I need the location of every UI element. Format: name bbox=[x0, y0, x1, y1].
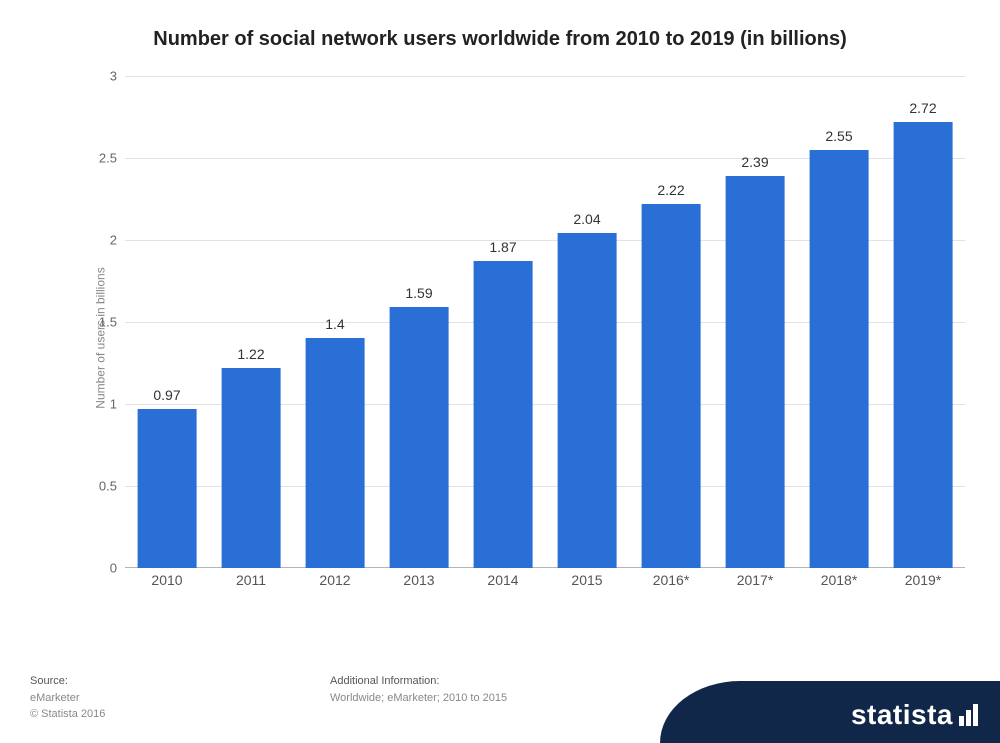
bar: 2.39 bbox=[726, 176, 785, 568]
bar-slot: 2.39 bbox=[713, 76, 797, 568]
logo-text: statista bbox=[851, 699, 978, 731]
plot-area: 0.97 1.22 1.4 1.59 1.87 2.04 2.22 2.39 2.55 2.72 bbox=[125, 76, 965, 568]
x-tick-label: 2018* bbox=[821, 572, 858, 588]
bar: 2.04 bbox=[558, 233, 617, 568]
bar-value-label: 2.04 bbox=[573, 211, 600, 233]
bar: 1.4 bbox=[306, 338, 365, 568]
x-tick-label: 2017* bbox=[737, 572, 774, 588]
bar-slot: 1.59 bbox=[377, 76, 461, 568]
source-value: eMarketer bbox=[30, 690, 105, 707]
footer: Source: eMarketer © Statista 2016 Additi… bbox=[0, 665, 1000, 743]
bar-slot: 2.22 bbox=[629, 76, 713, 568]
bar-value-label: 2.72 bbox=[909, 100, 936, 122]
source-label: Source: bbox=[30, 673, 105, 690]
statista-logo: statista bbox=[660, 681, 1000, 743]
bar: 1.87 bbox=[474, 261, 533, 568]
x-tick-label: 2014 bbox=[487, 572, 518, 588]
logo-word: statista bbox=[851, 699, 953, 731]
additional-info-block: Additional Information: Worldwide; eMark… bbox=[330, 673, 507, 706]
bar-slot: 2.55 bbox=[797, 76, 881, 568]
bar: 1.59 bbox=[390, 307, 449, 568]
bar-value-label: 2.39 bbox=[741, 154, 768, 176]
bar-slot: 0.97 bbox=[125, 76, 209, 568]
x-tick-label: 2011 bbox=[236, 572, 266, 588]
bar-slot: 1.22 bbox=[209, 76, 293, 568]
bar: 2.72 bbox=[894, 122, 953, 568]
x-tick-label: 2013 bbox=[403, 572, 434, 588]
x-tick-label: 2016* bbox=[653, 572, 690, 588]
x-tick-label: 2015 bbox=[571, 572, 602, 588]
bar-value-label: 2.22 bbox=[657, 182, 684, 204]
y-tick-label: 3 bbox=[77, 69, 117, 84]
bar: 2.22 bbox=[642, 204, 701, 568]
y-tick-label: 1 bbox=[77, 397, 117, 412]
bar: 1.22 bbox=[222, 368, 281, 568]
chart-container: Number of social network users worldwide… bbox=[0, 0, 1000, 743]
bar-slot: 1.4 bbox=[293, 76, 377, 568]
bar-slot: 2.72 bbox=[881, 76, 965, 568]
copyright: © Statista 2016 bbox=[30, 706, 105, 723]
chart-area: Number of users in billions 0.971.221.41… bbox=[85, 68, 965, 608]
y-tick-label: 1.5 bbox=[77, 315, 117, 330]
bar-value-label: 1.59 bbox=[405, 285, 432, 307]
y-tick-label: 0 bbox=[77, 561, 117, 576]
y-tick-label: 0.5 bbox=[77, 479, 117, 494]
additional-info-label: Additional Information: bbox=[330, 673, 507, 690]
y-tick-label: 2.5 bbox=[77, 151, 117, 166]
additional-info-value: Worldwide; eMarketer; 2010 to 2015 bbox=[330, 690, 507, 707]
bar-slot: 1.87 bbox=[461, 76, 545, 568]
y-axis-label: Number of users in billions bbox=[94, 267, 108, 408]
x-tick-label: 2012 bbox=[319, 572, 350, 588]
bar-value-label: 1.4 bbox=[325, 316, 344, 338]
bar-value-label: 1.22 bbox=[237, 346, 264, 368]
bar-value-label: 1.87 bbox=[489, 239, 516, 261]
x-tick-label: 2010 bbox=[151, 572, 182, 588]
bar: 0.97 bbox=[138, 409, 197, 568]
bar-value-label: 2.55 bbox=[825, 128, 852, 150]
chart-title: Number of social network users worldwide… bbox=[0, 0, 1000, 51]
bar: 2.55 bbox=[810, 150, 869, 568]
bar-slot: 2.04 bbox=[545, 76, 629, 568]
y-tick-label: 2 bbox=[77, 233, 117, 248]
source-block: Source: eMarketer © Statista 2016 bbox=[30, 673, 105, 723]
bar-value-label: 0.97 bbox=[153, 387, 180, 409]
logo-bars-icon bbox=[959, 704, 978, 726]
x-tick-label: 2019* bbox=[905, 572, 942, 588]
